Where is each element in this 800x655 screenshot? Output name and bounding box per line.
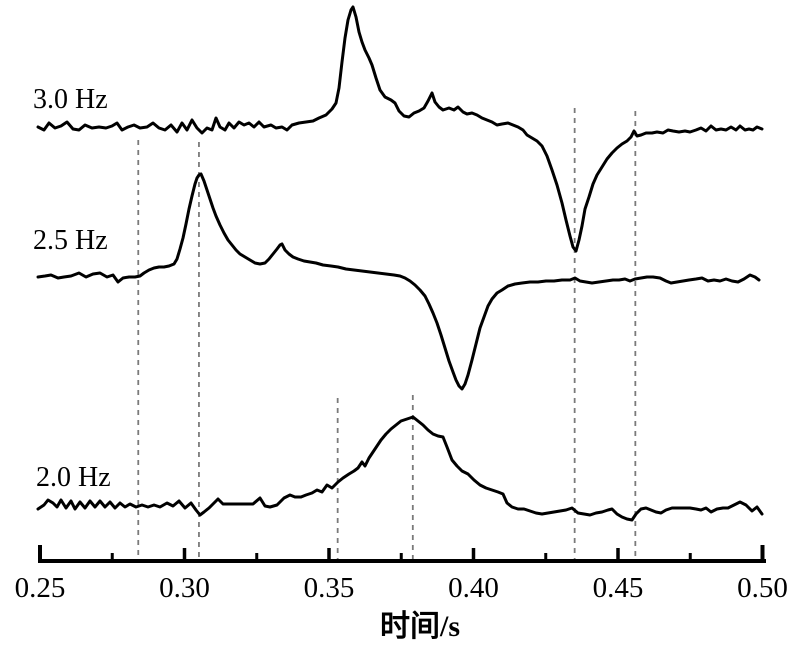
x-tick-label: 0.40 — [448, 572, 499, 604]
x-tick-label: 0.45 — [592, 572, 644, 604]
x-axis-title: 时间/s — [379, 610, 460, 643]
x-tick-label: 0.25 — [14, 572, 66, 604]
trace-label: 3.0 Hz — [33, 84, 108, 115]
trace-label: 2.5 Hz — [33, 225, 108, 256]
trace-25hz — [36, 172, 761, 391]
x-tick-label: 0.35 — [303, 572, 355, 604]
trace-30hz — [36, 5, 764, 253]
trace-20hz — [36, 415, 764, 522]
x-tick-labels: 0.25 0.30 0.35 0.40 0.45 0.50 — [0, 574, 800, 606]
x-tick-label: 0.50 — [737, 572, 788, 604]
trace-label: 2.0 Hz — [36, 462, 111, 493]
x-tick-label: 0.30 — [159, 572, 210, 604]
